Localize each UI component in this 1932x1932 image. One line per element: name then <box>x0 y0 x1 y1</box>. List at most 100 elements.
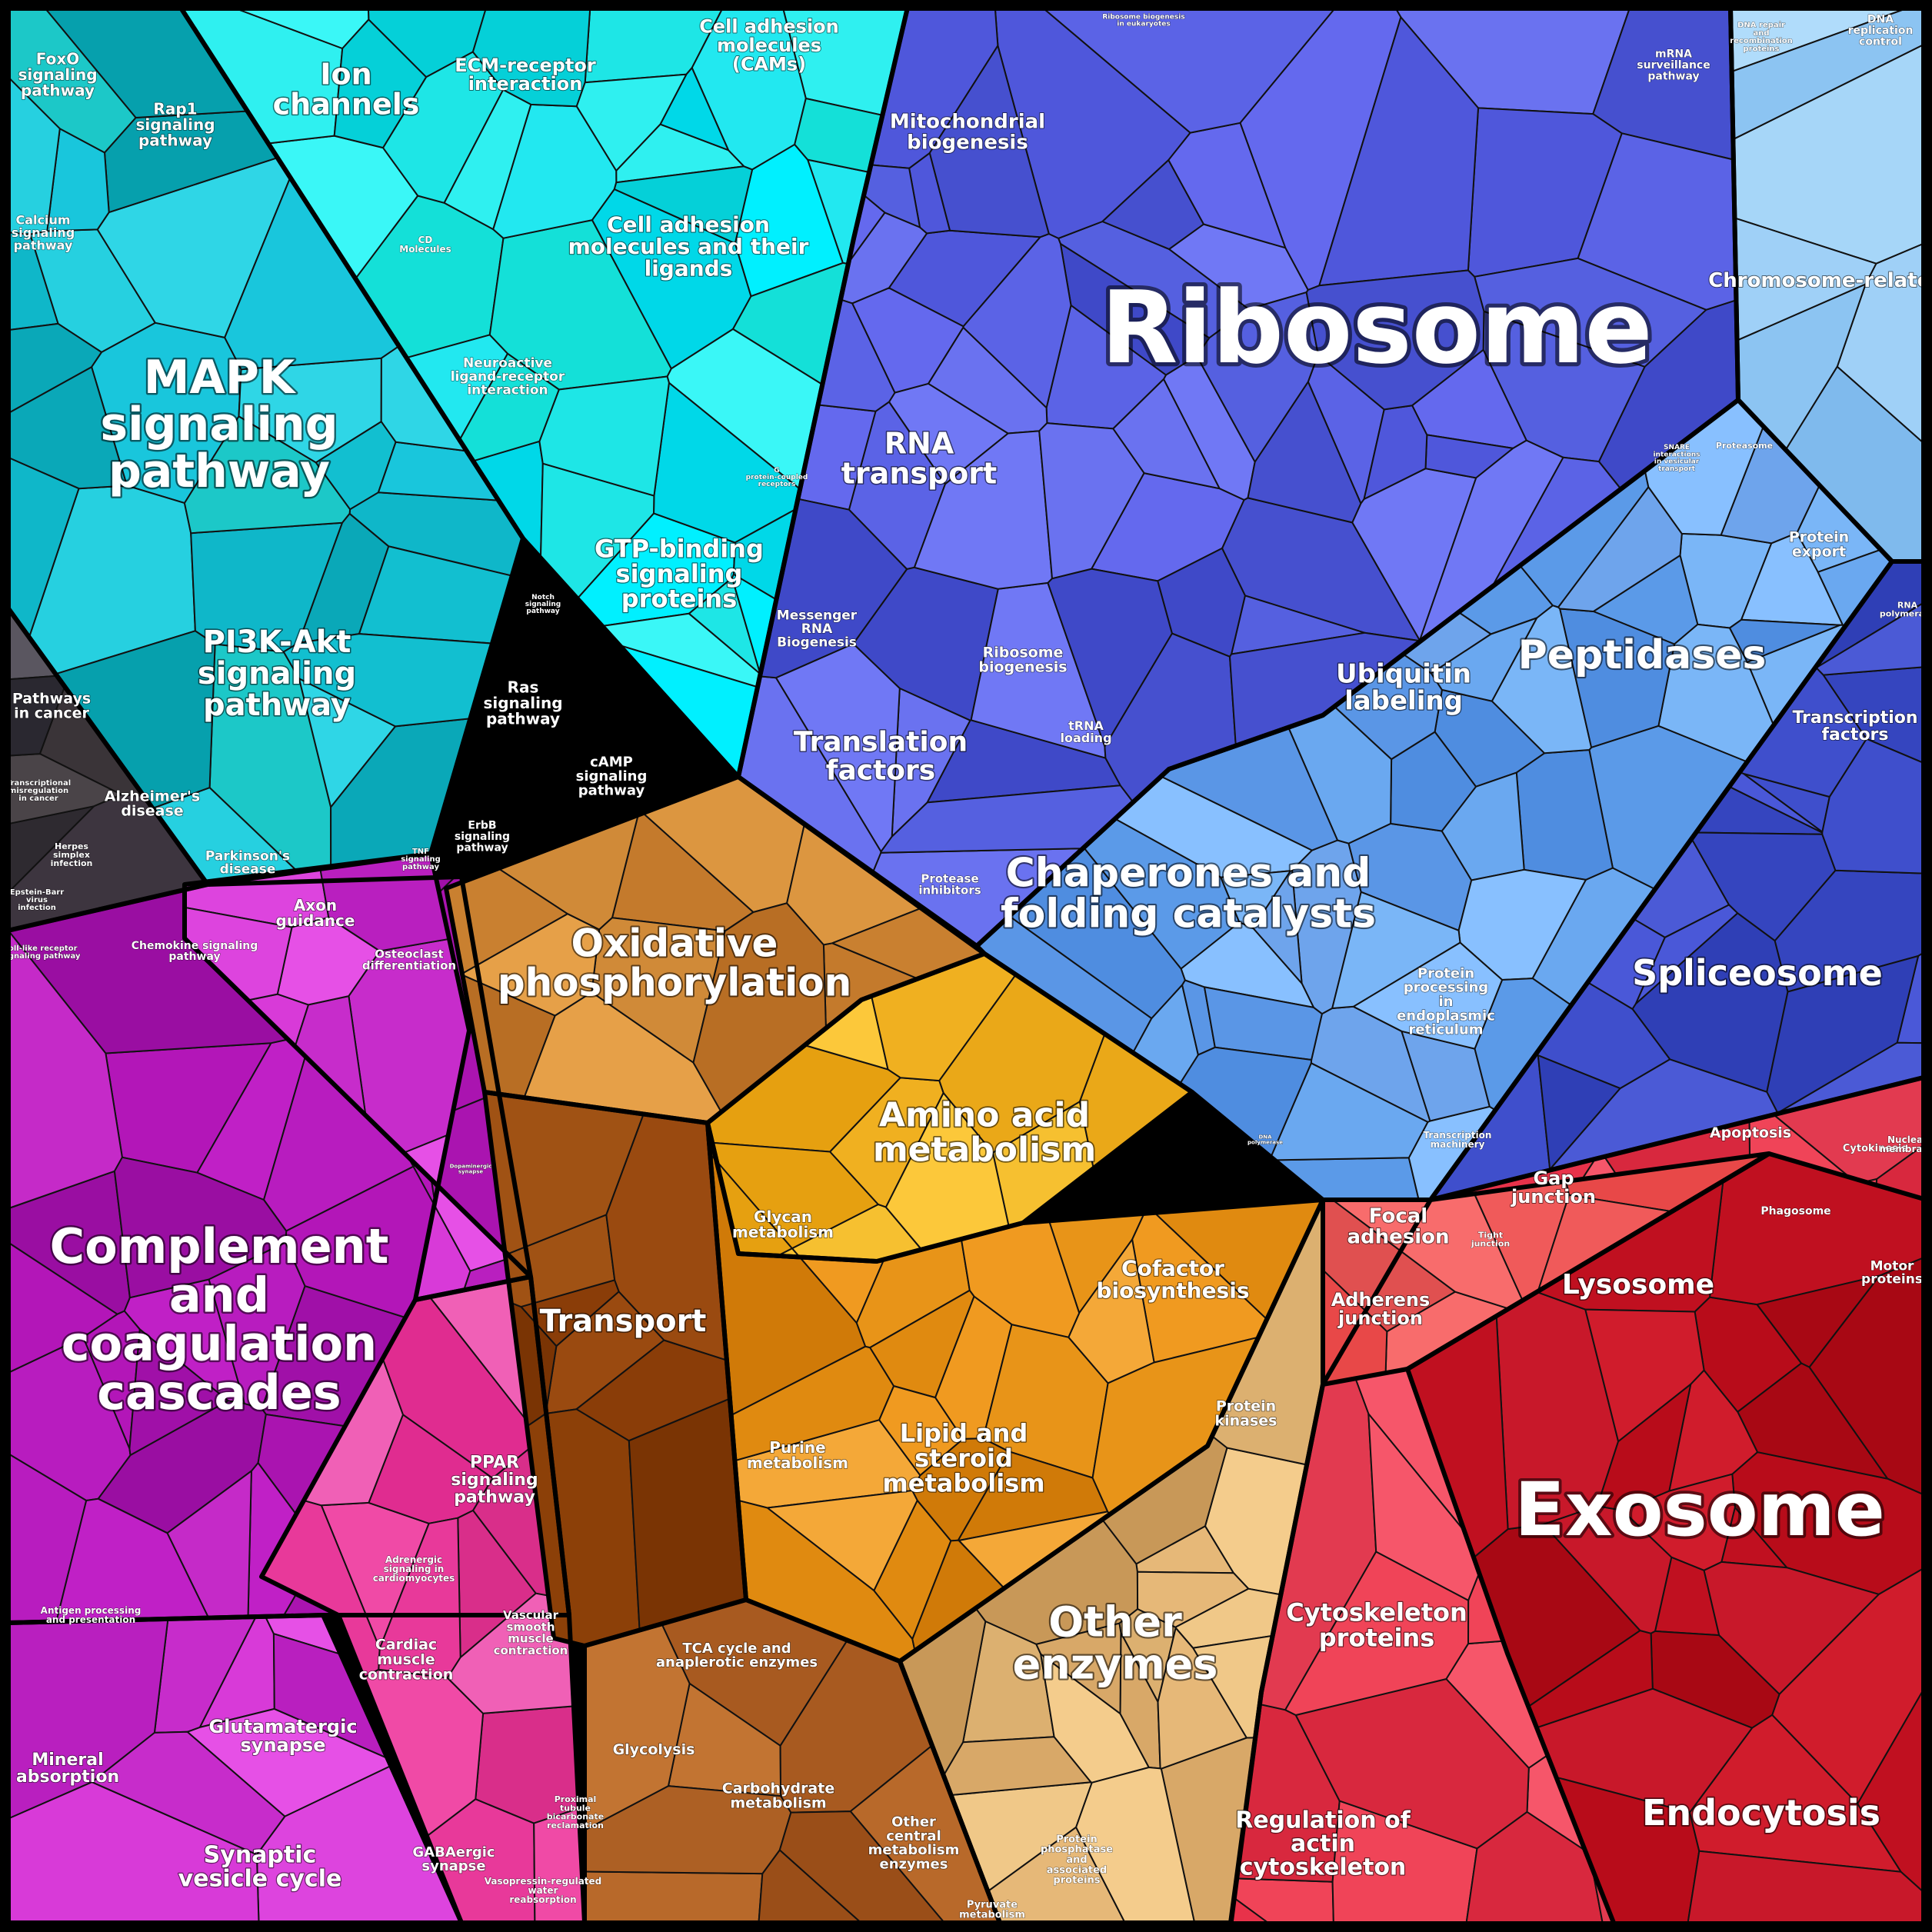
label-gap-line: junction <box>1511 1186 1596 1208</box>
label-protphos: Protein phosphatase and associated proteins <box>1041 1834 1113 1886</box>
label-otherenz-line: Other <box>1048 1597 1182 1646</box>
label-dopaminergic-line: synapse <box>458 1169 484 1175</box>
label-gabaergic-line: synapse <box>421 1858 485 1874</box>
label-glycolysis: Glycolysis <box>613 1741 695 1758</box>
label-cytoskel-line: Cytoskeleton <box>1286 1598 1467 1627</box>
label-othercentral: Other central metabolism enzymes <box>868 1814 960 1873</box>
label-transfactors: Transcription factors <box>1792 708 1917 744</box>
label-adherens: Adherens junction <box>1331 1289 1431 1329</box>
cell-layer <box>7 7 1927 1927</box>
label-messenger: Messenger RNA Biogenesis <box>777 608 858 651</box>
label-antigen: Antigen processing and presentation <box>41 1604 142 1624</box>
cellmolecules-cell <box>471 7 591 108</box>
label-herpes-line: simplex <box>53 850 90 860</box>
label-dnapoly-line: polymerase <box>1247 1140 1283 1146</box>
label-mrnasurv: mRNA surveillance pathway <box>1637 48 1710 83</box>
label-protprocessing-line: in <box>1439 994 1454 1010</box>
label-protphos-line: phosphatase <box>1041 1844 1113 1855</box>
label-lysosome: Lysosome <box>1562 1269 1714 1301</box>
label-calcium-line: Calcium <box>15 212 70 227</box>
label-gabaergic-line: GABAergic <box>412 1844 495 1860</box>
label-tca-line: TCA cycle and <box>682 1641 791 1657</box>
label-gap: Gap junction <box>1511 1168 1596 1208</box>
indigo-cell <box>1363 405 1428 500</box>
label-mineral-line: Mineral <box>32 1750 103 1770</box>
label-alzheimer-line: Alzheimer's <box>105 788 200 804</box>
label-dnarep-line: DNA <box>1867 14 1894 26</box>
blue-cell <box>1352 941 1504 1050</box>
label-carbo: Carbohydrate metabolism <box>722 1780 834 1811</box>
label-adrenergic-line: Adrenergic <box>385 1554 442 1564</box>
label-vasopressin-line: reabsorption <box>509 1894 576 1905</box>
label-proteinexport: Protein export <box>1789 528 1849 560</box>
crimson-cell <box>1596 1383 1692 1511</box>
label-ecm-line: ECM-receptor <box>455 55 596 76</box>
label-transmis: Transcriptional misregulation in cancer <box>6 779 71 803</box>
label-proteinexport-line: Protein <box>1789 528 1849 545</box>
label-rnatransport-line: transport <box>841 456 997 490</box>
label-lipid: Lipid and steroid metabolism <box>882 1418 1044 1497</box>
label-messenger-line: RNA <box>801 621 833 637</box>
label-vascular-line: smooth <box>506 1620 555 1634</box>
signaling-cell <box>282 633 493 728</box>
label-alzheimer-line: disease <box>121 802 183 819</box>
crimson-cell <box>1703 1561 1880 1695</box>
label-antigen-line: and presentation <box>46 1614 135 1625</box>
label-cam-line: molecules <box>717 35 821 56</box>
label-ribobioeuk-line: Ribosome biogenesis <box>1102 13 1184 21</box>
royal-cell <box>1537 1054 1621 1171</box>
otherenz-cell <box>1035 1622 1122 1715</box>
label-osteoclast-line: differentiation <box>362 958 456 972</box>
label-ribobioeuk: Ribosome biogenesis in eukaryotes <box>1102 13 1184 28</box>
label-ionchannels: Ion channels <box>273 57 420 121</box>
label-foxo-line: FoxO <box>36 49 80 68</box>
label-gap-line: Gap <box>1533 1168 1574 1189</box>
label-transfactors-line: factors <box>1821 725 1888 744</box>
label-purine-line: metabolism <box>747 1454 848 1472</box>
label-parkinson: Parkinson's disease <box>205 848 290 877</box>
label-transcmach-line: machinery <box>1431 1139 1485 1150</box>
label-mapk-line: signaling <box>100 398 338 451</box>
label-snare-line: interactions <box>1653 451 1700 458</box>
label-cytoskel-line: proteins <box>1319 1623 1434 1652</box>
label-complement-line: and <box>169 1267 269 1323</box>
cellmolecules-cell <box>613 165 754 245</box>
label-mrnasurv-line: pathway <box>1647 70 1699 82</box>
label-herpes: Herpes simplex infection <box>51 841 93 868</box>
label-gprotein-line: protein-coupled <box>746 474 808 481</box>
label-cdmolecules: CD Molecules <box>399 234 451 254</box>
label-exosome: Exosome <box>1514 1467 1885 1553</box>
label-ribobiogen-line: biogenesis <box>978 658 1067 675</box>
label-gtp-line: signaling <box>616 559 743 588</box>
label-vascular-line: contraction <box>494 1644 568 1657</box>
label-pi3k-line: PI3K-Akt <box>203 625 351 660</box>
label-vasopressin-line: water <box>528 1885 558 1896</box>
label-regactin: Regulation of actin cytoskeleton <box>1235 1807 1411 1880</box>
label-pathcancer-line: Pathways <box>12 690 91 707</box>
label-adherens-line: Adherens <box>1331 1289 1431 1311</box>
label-translation: Translation factors <box>794 727 968 787</box>
label-complement-line: cascades <box>97 1364 341 1421</box>
label-synvesicle-line: vesicle cycle <box>178 1865 342 1892</box>
label-cofactor-line: Cofactor <box>1121 1256 1224 1281</box>
label-mito-line: biogenesis <box>907 131 1028 154</box>
label-phagosome-line: Phagosome <box>1760 1205 1830 1217</box>
label-axon: Axon guidance <box>276 895 355 929</box>
label-mapk-line: pathway <box>108 445 330 498</box>
label-synvesicle: Synaptic vesicle cycle <box>178 1841 342 1892</box>
label-lipid-line: Lipid and <box>900 1418 1028 1447</box>
label-aminoacid-line: Amino acid <box>879 1096 1090 1135</box>
label-otherenz: Other enzymes <box>1013 1597 1218 1688</box>
label-camp-line: pathway <box>578 782 645 798</box>
label-carbo-line: Carbohydrate <box>722 1780 834 1797</box>
label-chromosome-line: Chromosome-related <box>1708 269 1932 292</box>
label-notch-line: pathway <box>526 608 559 615</box>
label-pyruvate-line: Pyruvate <box>967 1899 1018 1910</box>
cellmolecules-cell <box>443 88 532 231</box>
crimson-cell <box>1737 1362 1889 1480</box>
label-mrnasurv-line: mRNA <box>1655 48 1692 61</box>
label-trna-line: loading <box>1060 731 1111 745</box>
label-glutamatergic: Glutamatergic synapse <box>208 1716 357 1756</box>
label-cardiac-line: contraction <box>359 1666 454 1683</box>
